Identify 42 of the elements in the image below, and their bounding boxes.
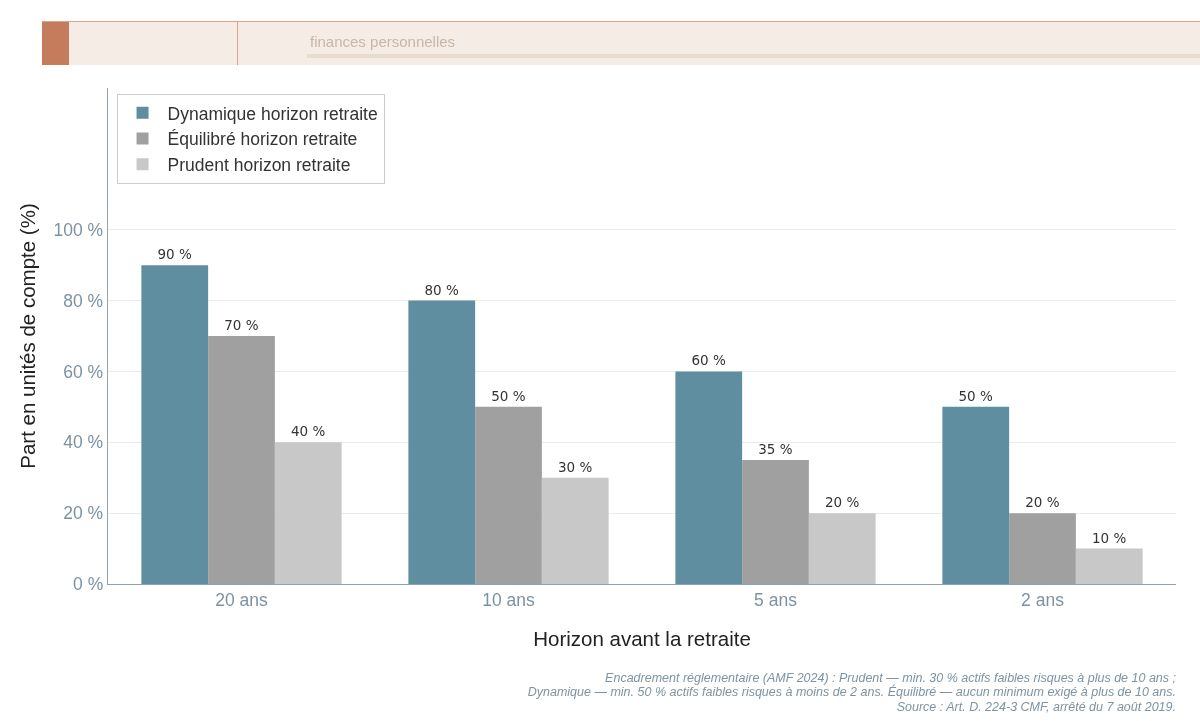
- bar: [675, 371, 743, 584]
- y-tick-label: 100 %: [53, 219, 104, 240]
- data-label: 70 %: [224, 317, 259, 333]
- x-tick-label: 5 ans: [754, 590, 798, 611]
- y-tick-label: 20 %: [63, 503, 104, 524]
- data-label: 10 %: [1092, 529, 1127, 546]
- legend-label: Prudent horizon retraite: [167, 155, 351, 176]
- legend-label: Équilibré horizon retraite: [167, 129, 358, 150]
- y-tick-label: 80 %: [63, 290, 104, 311]
- x-tick-label: 2 ans: [1021, 590, 1065, 611]
- y-tick-label: 40 %: [63, 432, 104, 453]
- bar: [274, 442, 342, 584]
- bar: [808, 513, 876, 584]
- bar: [942, 406, 1010, 584]
- data-label: 40 %: [291, 423, 326, 440]
- data-label: 90 %: [157, 246, 192, 263]
- data-label: 20 %: [1025, 494, 1060, 511]
- source-note: Source : Art. D. 224-3 CMF, arrêté du 7 août 2019.: [895, 699, 1176, 714]
- x-tick-label: 10 ans: [482, 590, 536, 611]
- text: Encadrement réglementaire (AMF 2024) : Prudent — min. 30 % actifs faibles risques à plus de 10 ans ; Dynamique — min. 50 % actifs faibles risques à moins de 2 ans. Équilibré — aucun minimum exigé à plus de 10 ans.: [527, 670, 1176, 700]
- y-tick-label: 0 %: [73, 574, 104, 595]
- chart-subtitle: finances personnelles: [310, 33, 456, 50]
- bar: [408, 300, 476, 584]
- bar: [1009, 513, 1076, 584]
- data-label: 80 %: [424, 281, 459, 298]
- x-axis-title: Horizon avant la retraite: [533, 627, 751, 650]
- y-axis-title: Part en unités de compte (%): [16, 203, 40, 469]
- bar: [541, 477, 609, 584]
- data-label: 50 %: [958, 387, 993, 404]
- bar: [475, 406, 542, 584]
- x-tick-label: 20 ans: [215, 590, 269, 611]
- bar: [742, 460, 809, 584]
- y-tick-label: 60 %: [63, 361, 104, 382]
- data-label: 35 %: [758, 441, 793, 457]
- data-label: 30 %: [558, 458, 593, 475]
- bar: [141, 265, 209, 584]
- bar: [1075, 548, 1143, 584]
- data-label: 20 %: [825, 494, 860, 511]
- legend-label: Dynamique horizon retraite: [167, 103, 378, 124]
- data-label: 60 %: [691, 352, 726, 369]
- data-label: 50 %: [491, 387, 526, 404]
- bar: [208, 336, 275, 584]
